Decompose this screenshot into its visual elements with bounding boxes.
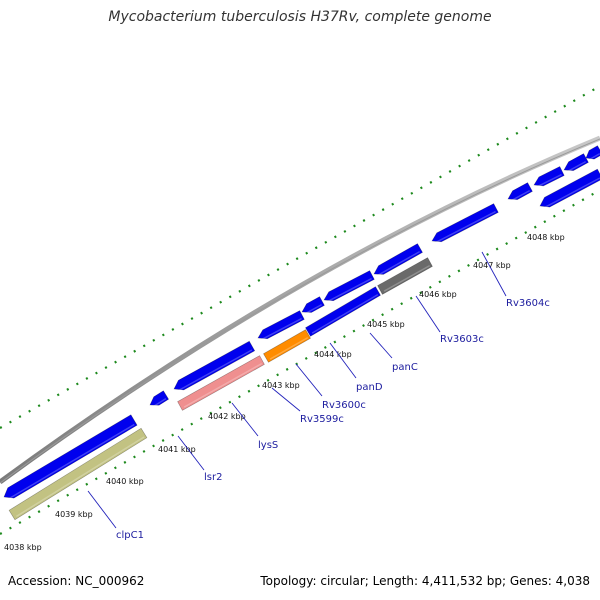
cds-arrow-11[interactable] xyxy=(533,166,565,187)
accession-label: Accession: NC_000962 xyxy=(8,574,145,588)
clpC1-feature-highlight xyxy=(16,436,145,518)
gene-label-lsr2[interactable]: lsr2 xyxy=(204,472,222,483)
cds-arrow-5[interactable] xyxy=(301,296,325,313)
scale-label: 4041 kbp xyxy=(158,445,196,454)
gene-label-panD[interactable]: panD xyxy=(356,382,383,393)
gene-label-leader xyxy=(329,342,357,379)
cds-arrow-2-highlight xyxy=(153,397,167,407)
scale-labels: 4038 kbp 4039 kbp 4040 kbp 4041 kbp 4042 kbp… xyxy=(4,233,565,552)
cds-arrow-2[interactable] xyxy=(149,390,170,406)
gene-label-Rv3604c[interactable]: Rv3604c xyxy=(506,298,550,309)
cds-arrow-14-highlight xyxy=(543,177,600,209)
cds-arrow-9[interactable] xyxy=(431,203,499,243)
cds-arrow-13[interactable] xyxy=(585,145,600,160)
gene-label-panC[interactable]: panC xyxy=(392,362,418,373)
cds-arrow-10-highlight xyxy=(511,189,531,201)
cds-arrow-6[interactable] xyxy=(305,286,381,337)
genome-backbone xyxy=(0,135,600,485)
lysS-feature[interactable] xyxy=(177,355,265,411)
scale-label: 4039 kbp xyxy=(55,510,93,519)
gene-label-lysS[interactable]: lysS xyxy=(258,440,278,451)
cds-arrow-13-highlight xyxy=(589,152,600,160)
gene-label-leader xyxy=(415,295,441,333)
cds-arrow-14[interactable] xyxy=(539,168,600,208)
panD-feature[interactable] xyxy=(263,329,311,363)
map-title: Mycobacterium tuberculosis H37Rv, comple… xyxy=(108,9,492,25)
scale-label: 4038 kbp xyxy=(4,543,42,552)
cds-arrow-3-highlight xyxy=(177,349,253,392)
cds-arrow-10[interactable] xyxy=(507,182,533,200)
topology-label: Topology: circular; Length: 4,411,532 bp… xyxy=(260,574,590,588)
gene-label-leader xyxy=(295,363,323,397)
scale-label: 4048 kbp xyxy=(527,233,565,242)
lysS-feature-highlight xyxy=(183,362,263,408)
cds-arrow-8-highlight xyxy=(377,250,421,276)
gene-label-leader xyxy=(177,435,205,471)
panD-feature-highlight xyxy=(269,336,309,360)
cds-arrow-1-highlight xyxy=(8,423,135,500)
scale-label: 4046 kbp xyxy=(419,290,457,299)
gene-label-Rv3600c[interactable]: Rv3600c xyxy=(322,400,366,411)
cds-arrow-7-highlight xyxy=(327,277,372,302)
scale-label: 4042 kbp xyxy=(208,412,246,421)
cds-arrow-5-highlight xyxy=(305,303,323,314)
gene-labels: clpC1 lsr2 lysS Rv3599c Rv3600c panD panC Rv360… xyxy=(87,251,550,541)
cds-arrow-6-highlight xyxy=(311,293,379,334)
cds-arrow-3[interactable] xyxy=(173,340,256,391)
outer-tick-row xyxy=(0,85,600,429)
cds-arrow-4[interactable] xyxy=(257,310,305,340)
cds-arrow-8[interactable] xyxy=(373,243,423,275)
gene-label-Rv3603c[interactable]: Rv3603c xyxy=(440,334,484,345)
scale-label: 4047 kbp xyxy=(473,261,511,270)
cds-arrow-12-highlight xyxy=(567,160,587,172)
Rv3603c-feature[interactable] xyxy=(377,257,433,295)
genome-map: 4038 kbp 4039 kbp 4040 kbp 4041 kbp 4042 kbp… xyxy=(0,85,600,552)
clpC1-feature[interactable] xyxy=(8,427,148,521)
gene-label-leader xyxy=(271,387,301,412)
gene-label-leader xyxy=(231,402,259,437)
cds-arrow-9-highlight xyxy=(435,210,496,243)
cds-arrow-1[interactable] xyxy=(3,414,138,499)
feature-track xyxy=(3,145,600,521)
inner-tick-row xyxy=(0,189,600,535)
scale-label: 4043 kbp xyxy=(262,381,300,390)
cds-arrow-11-highlight xyxy=(537,173,562,187)
scale-label: 4044 kbp xyxy=(314,350,352,359)
gene-label-leader xyxy=(481,251,507,297)
Rv3603c-feature-highlight xyxy=(383,264,431,292)
scale-label: 4040 kbp xyxy=(106,477,144,486)
gene-label-Rv3599c[interactable]: Rv3599c xyxy=(300,414,344,425)
gene-label-leader xyxy=(87,490,117,529)
scale-label: 4045 kbp xyxy=(367,320,405,329)
gene-label-leader xyxy=(369,332,393,359)
cds-arrow-7[interactable] xyxy=(323,270,375,302)
gene-label-clpC1[interactable]: clpC1 xyxy=(116,530,144,541)
cds-arrow-4-highlight xyxy=(261,317,302,340)
